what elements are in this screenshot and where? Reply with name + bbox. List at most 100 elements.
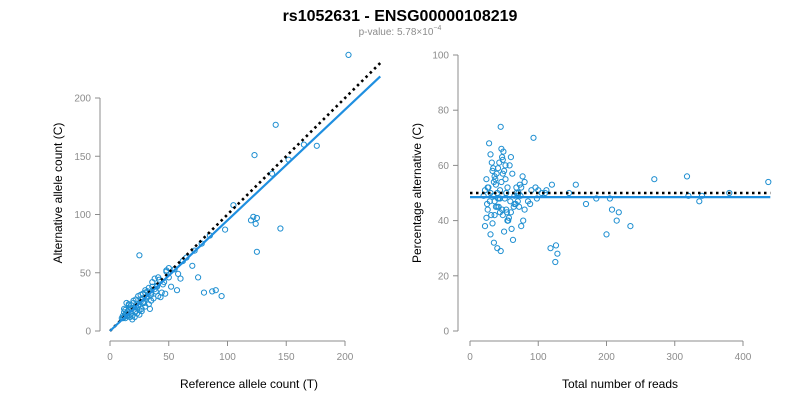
right-data-point <box>499 212 506 219</box>
right-data-point <box>627 223 634 230</box>
right-x-tick-label: 400 <box>735 352 752 363</box>
chart-subtitle: p-value: 5.78×10−4 <box>359 25 442 38</box>
right-data-point <box>490 192 497 199</box>
left-data-point <box>168 283 175 290</box>
right-data-point <box>499 154 506 161</box>
left-data-point <box>136 311 143 318</box>
left-axes: 0 50 100 150 200 0 50 100 150 200 <box>74 94 353 364</box>
right-y-tick-label: 40 <box>438 216 450 227</box>
left-data-point <box>149 283 156 290</box>
left-fit-line <box>109 75 382 332</box>
right-data-point <box>615 209 622 216</box>
left-data-point <box>162 290 169 297</box>
right-y-tick-label: 60 <box>438 161 450 172</box>
right-data-point <box>503 189 510 197</box>
left-data-point <box>272 121 279 128</box>
right-data-point <box>502 162 509 169</box>
right-x-axis-label: Total number of reads <box>562 377 678 391</box>
right-data-point <box>533 195 541 202</box>
right-data-point <box>489 167 496 174</box>
right-data-point <box>490 178 497 186</box>
right-x-tick-label: 200 <box>598 352 615 363</box>
right-data-point <box>484 206 491 213</box>
right-data-point <box>483 176 490 183</box>
right-y-tick-label: 0 <box>443 327 449 338</box>
left-data-point <box>218 293 225 300</box>
left-data-point <box>155 293 162 300</box>
left-data-point <box>175 270 182 277</box>
left-data-point <box>177 275 184 282</box>
right-data-point <box>504 217 511 224</box>
right-axes: 0 100 200 300 400 0 20 40 60 80 100 <box>432 51 751 364</box>
right-data-point <box>509 170 516 177</box>
left-data-point <box>200 289 208 296</box>
right-data-point <box>552 258 559 266</box>
right-data-point <box>503 209 510 216</box>
right-data-point <box>490 239 497 246</box>
left-data-point <box>145 284 152 291</box>
pvalue-text: p-value: 5.78×10 <box>359 27 434 38</box>
left-data-point <box>209 288 216 295</box>
right-data-point <box>483 214 490 221</box>
left-y-axis-label: Alternative allele count (C) <box>51 123 65 264</box>
right-x-tick-label: 0 <box>467 352 473 363</box>
left-data-point <box>212 287 219 294</box>
right-y-tick-label: 80 <box>438 106 450 117</box>
right-data-point <box>486 140 493 147</box>
right-data-point <box>494 165 502 172</box>
right-data-point <box>491 212 498 219</box>
left-data-point <box>130 297 137 304</box>
right-data-point <box>506 162 513 169</box>
right-data-point <box>765 178 772 186</box>
right-data-point <box>527 200 534 208</box>
right-data-point <box>491 198 498 205</box>
right-data-point <box>521 206 528 213</box>
left-data-point <box>125 301 132 308</box>
left-data-point <box>138 305 145 312</box>
left-scatter-panel: 0 50 100 150 200 0 50 100 150 200 Reference allel… <box>51 51 382 391</box>
left-data-point <box>250 213 257 220</box>
right-data-point <box>593 195 600 202</box>
chart-title: rs1052631 - ENSG00000108219 <box>283 8 518 25</box>
right-data-point <box>494 203 501 210</box>
left-data-point <box>136 252 143 259</box>
right-data-point <box>502 176 509 183</box>
right-data-point <box>516 181 523 188</box>
left-x-tick-label: 150 <box>278 352 295 363</box>
left-data-point <box>195 274 202 281</box>
right-data-point <box>606 195 614 202</box>
right-data-point <box>499 170 506 177</box>
right-data-point <box>582 200 590 208</box>
right-data-point <box>493 170 500 177</box>
right-data-point <box>501 228 508 235</box>
right-data-point <box>481 223 489 230</box>
right-data-point <box>613 217 620 224</box>
right-data-point <box>696 198 703 205</box>
left-y-tick-label: 150 <box>74 152 91 163</box>
left-data-point <box>253 248 260 255</box>
right-data-point <box>521 178 528 186</box>
right-x-tick-label: 300 <box>666 352 683 363</box>
right-data-point <box>488 159 495 166</box>
right-data-point <box>548 181 556 188</box>
left-y-tick-label: 200 <box>74 94 91 105</box>
left-x-tick-label: 0 <box>107 352 113 363</box>
right-data-point <box>530 134 537 141</box>
right-data-point <box>487 231 494 238</box>
right-data-point <box>494 245 501 252</box>
right-data-point <box>698 192 706 199</box>
left-data-point <box>252 220 259 227</box>
right-x-tick-label: 100 <box>530 352 547 363</box>
right-data-point <box>501 195 508 202</box>
right-data-point <box>518 223 525 230</box>
right-data-point <box>683 173 691 180</box>
left-data-point <box>146 305 153 312</box>
right-data-point <box>489 220 496 227</box>
left-x-axis-label: Reference allele count (T) <box>180 377 318 391</box>
right-y-tick-label: 100 <box>432 51 449 62</box>
right-points <box>480 123 772 266</box>
left-data-point <box>151 275 158 282</box>
left-data-point <box>173 287 181 294</box>
pvalue-exponent: −4 <box>433 25 441 32</box>
